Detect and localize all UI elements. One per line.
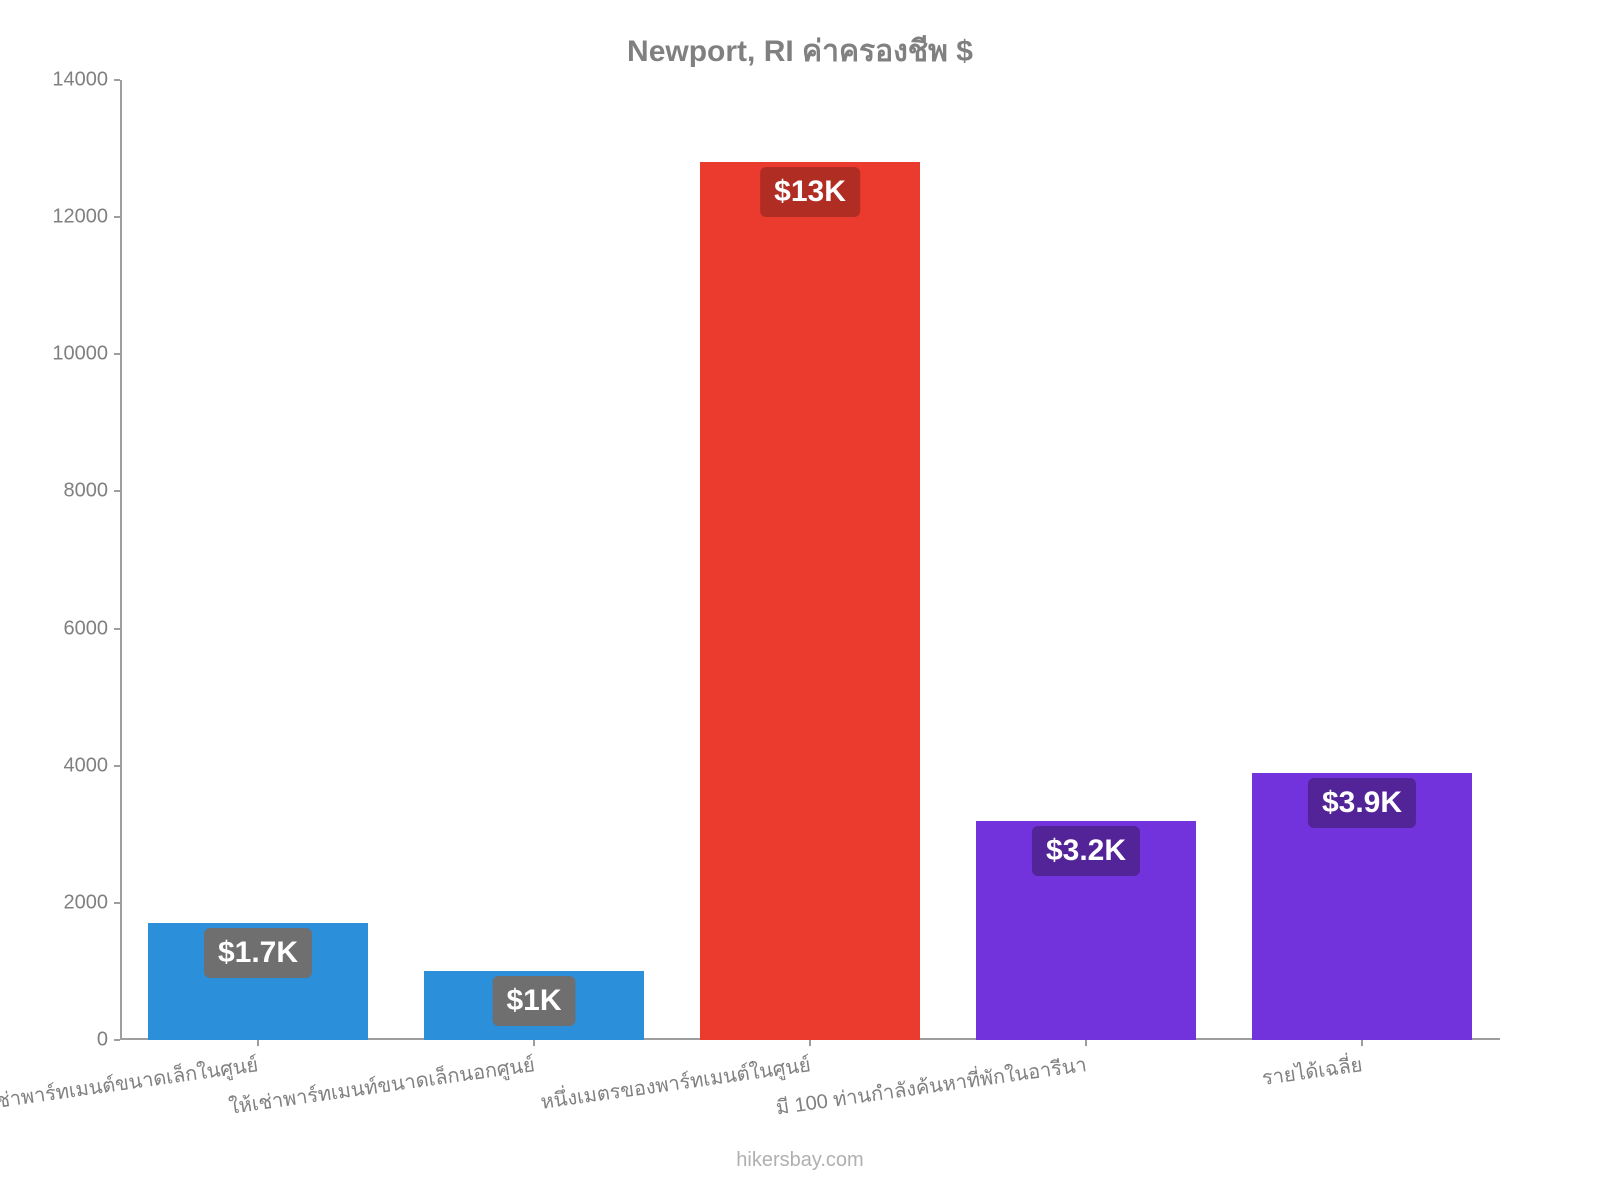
x-tick-mark xyxy=(1361,1040,1363,1046)
cost-of-living-chart: Newport, RI ค่าครองชีพ $ $1.7K $1K $13K $3.… xyxy=(0,0,1600,1200)
x-category-label: ให้เช่าพาร์ทเมนต์ขนาดเล็กในศูนย์ xyxy=(0,1048,260,1121)
bar xyxy=(700,162,921,1040)
chart-title: Newport, RI ค่าครองชีพ $ xyxy=(0,28,1600,75)
x-category-label: ให้เช่าพาร์ทเมนท์ขนาดเล็กนอกศูนย์ xyxy=(226,1048,536,1123)
y-tick-label: 14000 xyxy=(52,69,108,92)
y-tick-mark xyxy=(114,765,120,767)
y-tick-mark xyxy=(114,216,120,218)
y-tick-label: 6000 xyxy=(64,617,109,640)
bar-value-label: $3.9K xyxy=(1308,778,1416,828)
y-tick-mark xyxy=(114,902,120,904)
y-tick-label: 4000 xyxy=(64,754,109,777)
y-tick-label: 0 xyxy=(97,1029,108,1052)
y-tick-mark xyxy=(114,628,120,630)
y-tick-label: 12000 xyxy=(52,206,108,229)
bar-value-label: $13K xyxy=(760,167,860,217)
x-tick-mark xyxy=(533,1040,535,1046)
x-tick-mark xyxy=(257,1040,259,1046)
bar-value-label: $1.7K xyxy=(204,928,312,978)
y-tick-mark xyxy=(114,79,120,81)
y-tick-label: 2000 xyxy=(64,891,109,914)
y-tick-label: 8000 xyxy=(64,480,109,503)
source-label: hikersbay.com xyxy=(0,1149,1600,1172)
plot-area: $1.7K $1K $13K $3.2K $3.9K xyxy=(120,80,1500,1040)
y-tick-label: 10000 xyxy=(52,343,108,366)
x-category-label: รายได้เฉลี่ย xyxy=(1260,1048,1365,1094)
y-tick-mark xyxy=(114,353,120,355)
x-category-label: หนึ่งเมตรของพาร์ทเมนต์ในศูนย์ xyxy=(538,1048,812,1118)
bar-value-label: $1K xyxy=(492,976,575,1026)
x-category-label: มี 100 ท่านกำลังค้นหาที่พักในอารีนา xyxy=(773,1048,1088,1123)
y-tick-mark xyxy=(114,1039,120,1041)
y-tick-mark xyxy=(114,490,120,492)
x-tick-mark xyxy=(809,1040,811,1046)
y-axis-line xyxy=(120,80,122,1040)
x-tick-mark xyxy=(1085,1040,1087,1046)
bar-value-label: $3.2K xyxy=(1032,826,1140,876)
